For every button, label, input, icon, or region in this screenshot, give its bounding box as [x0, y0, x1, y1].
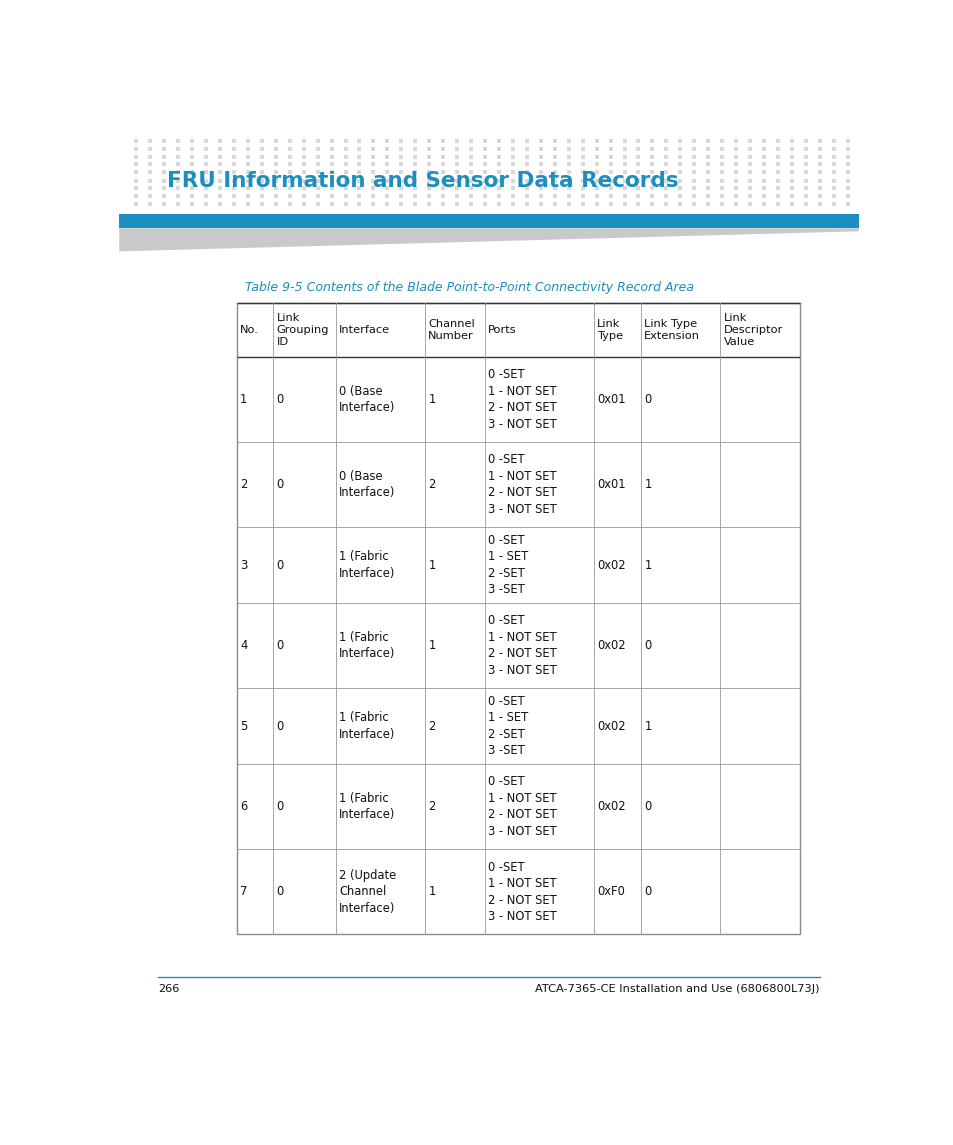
Text: 0x02: 0x02	[597, 800, 625, 813]
Text: 1 (Fabric
Interface): 1 (Fabric Interface)	[339, 711, 395, 741]
Text: Link Type
Extension: Link Type Extension	[643, 318, 700, 341]
Text: Interface: Interface	[339, 325, 390, 335]
Text: 0x02: 0x02	[597, 720, 625, 733]
Text: 2: 2	[428, 720, 436, 733]
Text: Link
Grouping
ID: Link Grouping ID	[276, 313, 329, 347]
Text: 0 (Base
Interface): 0 (Base Interface)	[339, 469, 395, 499]
Text: 0: 0	[276, 479, 283, 491]
Text: 2: 2	[240, 479, 247, 491]
Text: 1: 1	[240, 393, 247, 406]
Text: 1: 1	[643, 479, 651, 491]
Text: 6: 6	[240, 800, 247, 813]
Text: 0: 0	[643, 800, 651, 813]
Text: 0 -SET
1 - NOT SET
2 - NOT SET
3 - NOT SET: 0 -SET 1 - NOT SET 2 - NOT SET 3 - NOT S…	[487, 615, 556, 677]
Text: 3: 3	[240, 559, 247, 571]
Text: No.: No.	[240, 325, 259, 335]
Text: 5: 5	[240, 720, 247, 733]
Text: 0 -SET
1 - NOT SET
2 - NOT SET
3 - NOT SET: 0 -SET 1 - NOT SET 2 - NOT SET 3 - NOT S…	[487, 861, 556, 923]
Text: 0 -SET
1 - NOT SET
2 - NOT SET
3 - NOT SET: 0 -SET 1 - NOT SET 2 - NOT SET 3 - NOT S…	[487, 369, 556, 431]
Text: 266: 266	[158, 985, 179, 994]
Text: 1: 1	[428, 639, 436, 653]
Text: 0x02: 0x02	[597, 639, 625, 653]
Text: Channel
Number: Channel Number	[428, 318, 475, 341]
Text: 0: 0	[276, 885, 283, 899]
Text: 1 (Fabric
Interface): 1 (Fabric Interface)	[339, 792, 395, 821]
Text: Link
Type: Link Type	[597, 318, 622, 341]
Text: 2: 2	[428, 800, 436, 813]
Text: 7: 7	[240, 885, 247, 899]
Text: 0: 0	[643, 885, 651, 899]
Text: 1 (Fabric
Interface): 1 (Fabric Interface)	[339, 631, 395, 661]
Text: 2 (Update
Channel
Interface): 2 (Update Channel Interface)	[339, 869, 396, 915]
Text: 0 -SET
1 - SET
2 -SET
3 -SET: 0 -SET 1 - SET 2 -SET 3 -SET	[487, 534, 528, 597]
Text: 1: 1	[428, 885, 436, 899]
Text: 0 (Base
Interface): 0 (Base Interface)	[339, 385, 395, 414]
Text: 0: 0	[643, 393, 651, 406]
Text: 0 -SET
1 - NOT SET
2 - NOT SET
3 - NOT SET: 0 -SET 1 - NOT SET 2 - NOT SET 3 - NOT S…	[487, 775, 556, 838]
Text: Ports: Ports	[487, 325, 516, 335]
Text: 1: 1	[643, 720, 651, 733]
Text: 1 (Fabric
Interface): 1 (Fabric Interface)	[339, 551, 395, 581]
Bar	[236, 303, 799, 934]
Text: Link
Descriptor
Value: Link Descriptor Value	[722, 313, 782, 347]
Text: 0xF0: 0xF0	[597, 885, 624, 899]
Text: 1: 1	[428, 393, 436, 406]
Text: 0: 0	[276, 800, 283, 813]
Text: 0: 0	[276, 559, 283, 571]
Text: 0 -SET
1 - NOT SET
2 - NOT SET
3 - NOT SET: 0 -SET 1 - NOT SET 2 - NOT SET 3 - NOT S…	[487, 453, 556, 516]
Text: 1: 1	[428, 559, 436, 571]
Text: 4: 4	[240, 639, 247, 653]
Text: 0x02: 0x02	[597, 559, 625, 571]
Text: 0: 0	[643, 639, 651, 653]
Text: ATCA-7365-CE Installation and Use (6806800L73J): ATCA-7365-CE Installation and Use (68068…	[535, 985, 819, 994]
Text: 2: 2	[428, 479, 436, 491]
Text: 0x01: 0x01	[597, 479, 624, 491]
Text: FRU Information and Sensor Data Records: FRU Information and Sensor Data Records	[167, 172, 679, 191]
Text: 0x01: 0x01	[597, 393, 624, 406]
Text: Table 9-5 Contents of the Blade Point-to-Point Connectivity Record Area: Table 9-5 Contents of the Blade Point-to…	[245, 281, 693, 294]
Bar	[119, 214, 858, 228]
Text: 0 -SET
1 - SET
2 -SET
3 -SET: 0 -SET 1 - SET 2 -SET 3 -SET	[487, 695, 528, 758]
Text: 1: 1	[643, 559, 651, 571]
Text: 0: 0	[276, 639, 283, 653]
Text: 0: 0	[276, 720, 283, 733]
Polygon shape	[119, 228, 858, 252]
Text: 0: 0	[276, 393, 283, 406]
